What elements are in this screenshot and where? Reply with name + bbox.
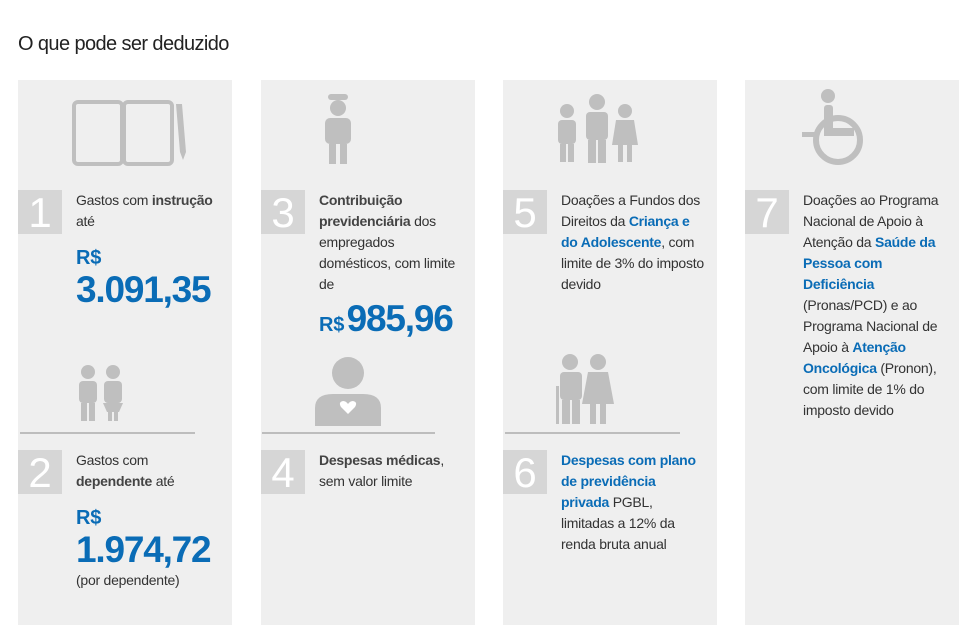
item-text: Gastos com instrução até R$ 3.091,35 [76,190,222,310]
children-icon [79,365,123,421]
notebook-icon [72,100,186,166]
column [503,80,717,625]
text-segment: , com limite de 3% do imposto devido [561,234,704,292]
text-segment: Doações a Fundos dos Direitos da [561,192,700,229]
divider [262,432,435,434]
text-segment: dependente [76,473,153,489]
currency: R$ [319,314,345,336]
text-segment: Despesas médicas [319,452,441,468]
text-segment: PGBL, limitadas a 12% da renda bruta anu… [561,494,675,552]
text-segment: instrução [151,192,213,208]
currency: R$ [76,507,102,529]
text-segment: Saúde da Pessoa com Deficiência [803,234,936,292]
text-segment: (Pronas/PCD) e ao Programa Nacional de A… [803,297,938,355]
item-text: Doações ao Programa Nacional de Apoio à … [803,190,949,421]
amount-value: 1.974,72 [76,529,212,570]
column [261,80,475,625]
divider [505,432,680,434]
text-segment: Atenção Oncológica [803,339,906,376]
text-segment: até [76,213,95,229]
text-segment: Contribuição previdenciária [319,192,411,229]
divider [20,432,195,434]
wheelchair-icon [802,89,863,165]
item-number: 1 [18,190,62,236]
item-text: Doações a Fundos dos Direitos da Criança… [561,190,707,295]
item-number: 6 [503,450,547,496]
elderly-icon [556,354,614,424]
item-number: 5 [503,190,547,236]
text-segment: até [152,473,175,489]
item-text: Gastos com dependente até R$ 1.974,72 (por … [76,450,222,591]
text-segment: Gastos com [76,192,152,208]
column [18,80,232,625]
amount-value: 985,96 [346,298,454,339]
item-text: Despesas médicas, sem valor limite [319,450,465,492]
item-number: 3 [261,190,305,236]
amount-note: (por dependente) [76,572,180,588]
text-segment: Criança e do Adolescente [561,213,690,250]
column [745,80,959,625]
item-text: Despesas com plano de previdência privad… [561,450,707,555]
amount-value: 3.091,35 [76,269,212,310]
amount: R$ 985,96 [319,299,465,339]
text-segment: (Pronon), com limite de 1% do imposto de… [803,360,937,418]
text-segment: dos empregados domésticos, com limite de [319,213,456,292]
item-number: 2 [18,450,62,496]
patient-icon [315,357,381,426]
family-icon [558,94,638,163]
text-segment: Doações ao Programa Nacional de Apoio à … [803,192,939,250]
item-number: 7 [745,190,789,236]
item-number: 4 [261,450,305,496]
amount: R$ 3.091,35 [76,246,222,310]
text-segment: Gastos com [76,452,149,468]
currency: R$ [76,247,102,269]
text-segment: Despesas com plano de previdência privad… [561,452,696,510]
item-text: Contribuição previdenciária dos empregad… [319,190,465,339]
domestic-worker-icon [325,94,351,164]
amount: R$ 1.974,72 [76,506,222,570]
title: O que pode ser deduzido [18,33,229,55]
text-segment: , sem valor limite [319,452,444,489]
